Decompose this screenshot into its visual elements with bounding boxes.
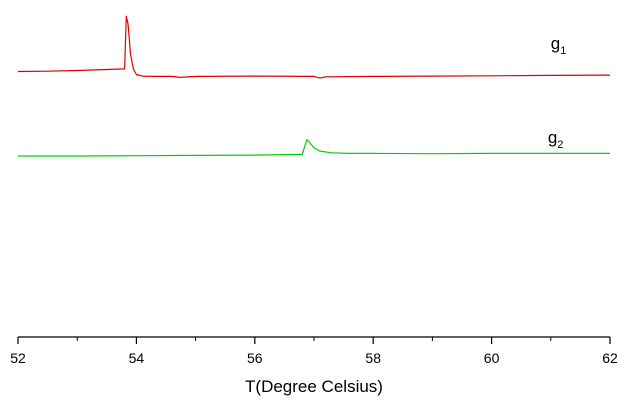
plot-area (17, 15, 611, 157)
series-label-1: g1 (551, 34, 567, 57)
series-label-main: g (551, 34, 560, 53)
x-tick-label: 52 (10, 350, 26, 366)
series-label-subscript: 2 (557, 139, 563, 151)
series-label-subscript: 1 (560, 45, 566, 57)
x-tick-label: 58 (365, 350, 381, 366)
series-label-main: g (548, 128, 557, 147)
x-tick-label: 62 (602, 350, 618, 366)
series-line-1 (17, 15, 611, 79)
x-tick-label: 54 (129, 350, 145, 366)
x-tick-label: 56 (247, 350, 263, 366)
x-axis-title: T(Degree Celsius) (245, 377, 383, 396)
series-label-2: g2 (548, 128, 564, 151)
x-tick-label: 60 (484, 350, 500, 366)
series-line-2 (18, 139, 610, 157)
x-axis: 52 54 56 58 60 62 (10, 336, 618, 366)
